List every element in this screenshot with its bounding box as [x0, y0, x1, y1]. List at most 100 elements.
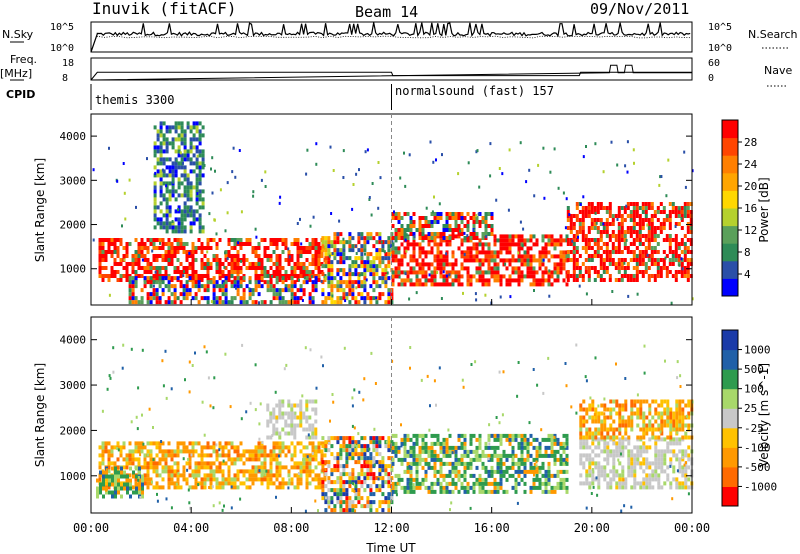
heatmap-cell [487, 262, 491, 267]
heatmap-cell [131, 292, 135, 297]
heatmap-cell [418, 224, 422, 228]
heatmap-cell [418, 228, 422, 232]
heatmap-cell [215, 232, 218, 236]
heatmap-cell [212, 461, 216, 466]
heatmap-cell [457, 216, 461, 220]
heatmap-cell [186, 185, 190, 190]
heatmap-cell [101, 250, 105, 254]
heatmap-cell [588, 415, 592, 420]
heatmap-cell [135, 486, 138, 491]
heatmap-cell [154, 171, 157, 175]
heatmap-cell [381, 240, 385, 245]
heatmap-cell [606, 485, 610, 490]
heatmap-cell [605, 254, 609, 258]
heatmap-cell [584, 214, 588, 218]
heatmap-cell [633, 473, 637, 478]
heatmap-cell [120, 466, 123, 471]
heatmap-cell [155, 238, 159, 242]
heatmap-cell [327, 272, 331, 277]
heatmap-cell [390, 468, 394, 473]
heatmap-cell [171, 193, 175, 198]
heatmap-cell [391, 258, 395, 263]
heatmap-cell [180, 133, 184, 138]
heatmap-cell [594, 461, 598, 466]
heatmap-cell [198, 161, 202, 166]
heatmap-cell [263, 461, 267, 466]
heatmap-cell [514, 469, 518, 474]
heatmap-cell [263, 246, 267, 250]
heatmap-cell [626, 202, 630, 206]
heatmap-cell [553, 254, 557, 259]
heatmap-cell [143, 465, 147, 470]
heatmap-cell [445, 489, 449, 494]
heatmap-cell [609, 435, 613, 440]
heatmap-cell [108, 478, 111, 483]
heatmap-cell [562, 250, 566, 255]
heatmap-cell [242, 453, 246, 458]
heatmap-cell [284, 431, 288, 436]
heatmap-cell [415, 441, 419, 446]
heatmap-cell [641, 222, 645, 226]
heatmap-cell [508, 465, 512, 470]
heatmap-cell [499, 437, 503, 442]
heatmap-cell [590, 258, 594, 262]
heatmap-cell [617, 258, 621, 262]
heatmap-cell [466, 228, 470, 232]
heatmap-cell [203, 296, 207, 301]
heatmap-cell [399, 176, 402, 180]
heatmap-cell [255, 235, 258, 239]
heatmap-cell [119, 445, 123, 450]
heatmap-cell [126, 490, 129, 495]
heatmap-cell [412, 270, 416, 275]
heatmap-cell [529, 234, 533, 239]
heatmap-cell [345, 480, 349, 485]
heatmap-cell [339, 268, 343, 273]
heatmap-cell [305, 485, 309, 490]
heatmap-cell [342, 440, 346, 445]
heatmap-cell [125, 457, 129, 462]
heatmap-cell [263, 238, 267, 242]
heatmap-cell [354, 260, 358, 265]
heatmap-cell [575, 206, 579, 210]
heatmap-cell [660, 423, 664, 428]
heatmap-cell [366, 260, 370, 265]
heatmap-cell [266, 284, 270, 289]
heatmap-cell [475, 266, 479, 271]
heatmap-cell [635, 222, 639, 226]
heatmap-cell [614, 262, 618, 266]
heatmap-cell [287, 403, 291, 408]
heatmap-cell [242, 242, 246, 246]
heatmap-cell [360, 452, 364, 457]
heatmap-cell [579, 453, 583, 458]
heatmap-cell [182, 469, 186, 474]
heatmap-cell [348, 272, 352, 277]
heatmap-cell [170, 284, 174, 289]
heatmap-cell [511, 461, 515, 466]
heatmap-cell [493, 437, 497, 442]
heatmap-cell [167, 465, 171, 470]
heatmap-cell [143, 266, 147, 270]
heatmap-cell [609, 477, 613, 482]
heatmap-cell [508, 238, 512, 243]
heatmap-cell [168, 181, 172, 186]
heatmap-cell [403, 151, 405, 155]
heatmap-cell [559, 262, 563, 267]
heatmap-cell [224, 292, 228, 297]
heatmap-cell [427, 266, 431, 271]
heatmap-cell [195, 137, 199, 142]
heatmap-cell [224, 251, 226, 255]
heatmap-cell [487, 473, 491, 478]
heatmap-cell [227, 254, 231, 258]
heatmap-cell [101, 278, 105, 282]
heatmap-cell [594, 415, 598, 420]
heatmap-cell [457, 445, 461, 450]
heatmap-cell [559, 453, 563, 458]
heatmap-cell [342, 468, 346, 473]
heatmap-cell [287, 276, 291, 281]
heatmap-cell [218, 258, 222, 262]
heatmap-cell [381, 468, 385, 473]
heatmap-cell [466, 485, 470, 490]
heatmap-cell [302, 469, 306, 474]
heatmap-cell [126, 478, 129, 483]
heatmap-cell [197, 461, 201, 466]
